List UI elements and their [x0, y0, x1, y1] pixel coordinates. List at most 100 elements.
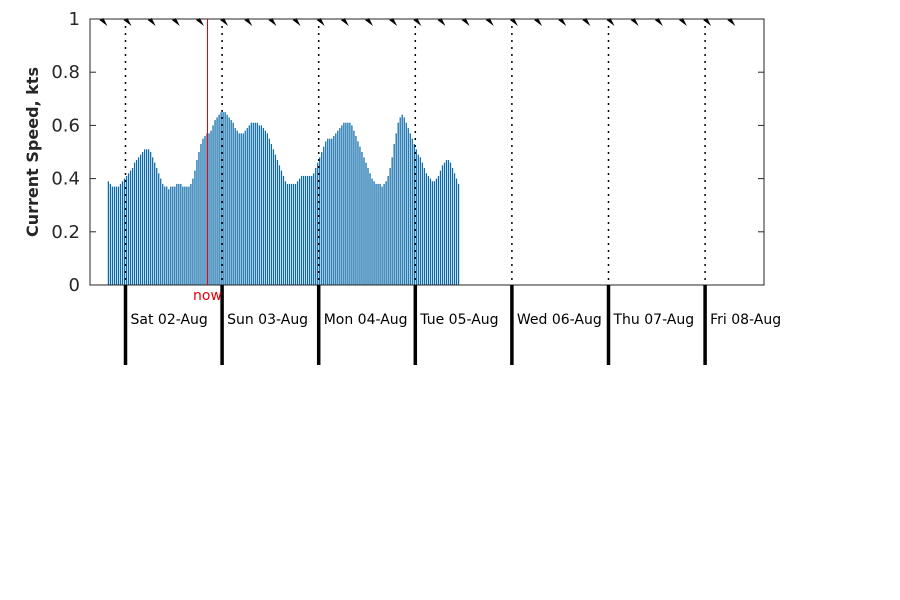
speed-bar: [194, 170, 196, 285]
speed-bar: [117, 186, 120, 285]
speed-bar: [457, 183, 460, 285]
speed-bar: [288, 183, 291, 285]
speed-bar: [296, 181, 299, 285]
speed-bar: [375, 183, 377, 285]
speed-bar: [152, 157, 154, 285]
speed-bar: [150, 152, 152, 285]
speed-bar: [216, 117, 218, 285]
speed-bar: [266, 133, 269, 285]
speed-bar: [202, 138, 204, 285]
direction-arrow: [147, 18, 156, 26]
speed-bar: [355, 136, 357, 285]
speed-bar: [302, 175, 305, 285]
speed-bar: [449, 162, 452, 285]
speed-bar: [317, 162, 319, 285]
speed-bar: [357, 141, 359, 285]
speed-bar: [409, 133, 411, 285]
speed-bar: [335, 133, 337, 285]
day-label: Sat 02-Aug: [131, 312, 208, 328]
speed-bar: [329, 138, 331, 285]
direction-arrow: [727, 18, 736, 26]
speed-bar: [164, 186, 166, 285]
direction-arrow: [268, 18, 277, 26]
speed-bar: [292, 183, 295, 285]
speed-bar: [413, 144, 415, 285]
speed-bar: [447, 159, 450, 285]
speed-bar: [113, 186, 116, 285]
day-label: Mon 04-Aug: [324, 312, 408, 328]
direction-arrow: [220, 18, 229, 26]
y-tick-label: 0.2: [51, 222, 80, 243]
speed-bar: [156, 167, 158, 285]
speed-bar: [178, 183, 180, 285]
speed-bar: [395, 133, 397, 285]
speed-bar: [192, 178, 194, 285]
direction-arrow: [316, 18, 325, 26]
speed-bar: [143, 149, 146, 285]
speed-bar: [333, 136, 335, 285]
speed-bar: [455, 178, 458, 285]
speed-bar: [397, 122, 399, 286]
speed-bar: [212, 125, 214, 286]
speed-bar: [345, 122, 347, 286]
speed-bar: [304, 175, 307, 285]
speed-bar: [421, 162, 423, 285]
speed-bar: [343, 122, 345, 286]
speed-bar: [445, 159, 448, 285]
direction-arrow: [509, 18, 518, 26]
speed-bar: [443, 162, 446, 285]
speed-bar: [127, 173, 130, 285]
speed-bar: [399, 117, 401, 285]
speed-bar: [220, 112, 222, 285]
speed-bar: [319, 157, 321, 285]
speed-bar: [437, 175, 440, 285]
speed-bar: [204, 136, 206, 285]
speed-bar: [300, 175, 303, 285]
speed-bar: [109, 183, 112, 285]
speed-bar: [228, 117, 230, 285]
speed-bar: [315, 167, 317, 285]
direction-arrow: [99, 18, 108, 26]
speed-bar: [107, 181, 110, 285]
day-label: Thu 07-Aug: [613, 312, 695, 328]
day-markers: Sat 02-Aug Sun 03-Aug Mon 04-Aug Tue 05-Aug…: [123, 285, 781, 365]
speed-bar: [274, 154, 277, 285]
speed-bar: [200, 144, 202, 285]
direction-arrow: [606, 18, 615, 26]
speed-bar: [391, 157, 393, 285]
speed-bar: [252, 122, 254, 286]
speed-bar: [250, 122, 252, 286]
speed-bar: [176, 183, 178, 285]
speed-bar: [186, 186, 188, 285]
direction-arrow: [485, 18, 494, 26]
speed-bar: [313, 173, 315, 285]
y-axis-label: Current Speed, kts: [23, 67, 42, 237]
speed-bar: [278, 165, 281, 285]
direction-arrow: [678, 18, 687, 26]
speed-bar: [115, 186, 118, 285]
speed-bar: [361, 152, 363, 285]
speed-bar: [435, 178, 438, 285]
y-tick-label: 0.4: [51, 169, 80, 190]
speed-bar: [218, 114, 220, 285]
speed-bar: [433, 181, 436, 285]
speed-bar: [309, 175, 311, 285]
speed-bar: [282, 175, 285, 285]
direction-arrow: [461, 18, 470, 26]
speed-bar: [246, 128, 248, 285]
speed-bar: [439, 170, 442, 285]
speed-bar: [441, 165, 444, 285]
speed-bar: [363, 157, 365, 285]
speed-bar: [256, 122, 258, 286]
speed-bar: [286, 183, 289, 285]
speed-bar: [158, 173, 160, 285]
speed-bar: [401, 114, 403, 285]
speed-bar: [349, 122, 351, 286]
speed-bar: [230, 120, 232, 285]
speed-bar: [238, 133, 240, 285]
day-gridlines: [124, 19, 706, 285]
speed-bar: [188, 186, 190, 285]
speed-bar: [264, 130, 266, 285]
direction-arrow: [340, 18, 349, 26]
speed-bar: [385, 181, 387, 285]
